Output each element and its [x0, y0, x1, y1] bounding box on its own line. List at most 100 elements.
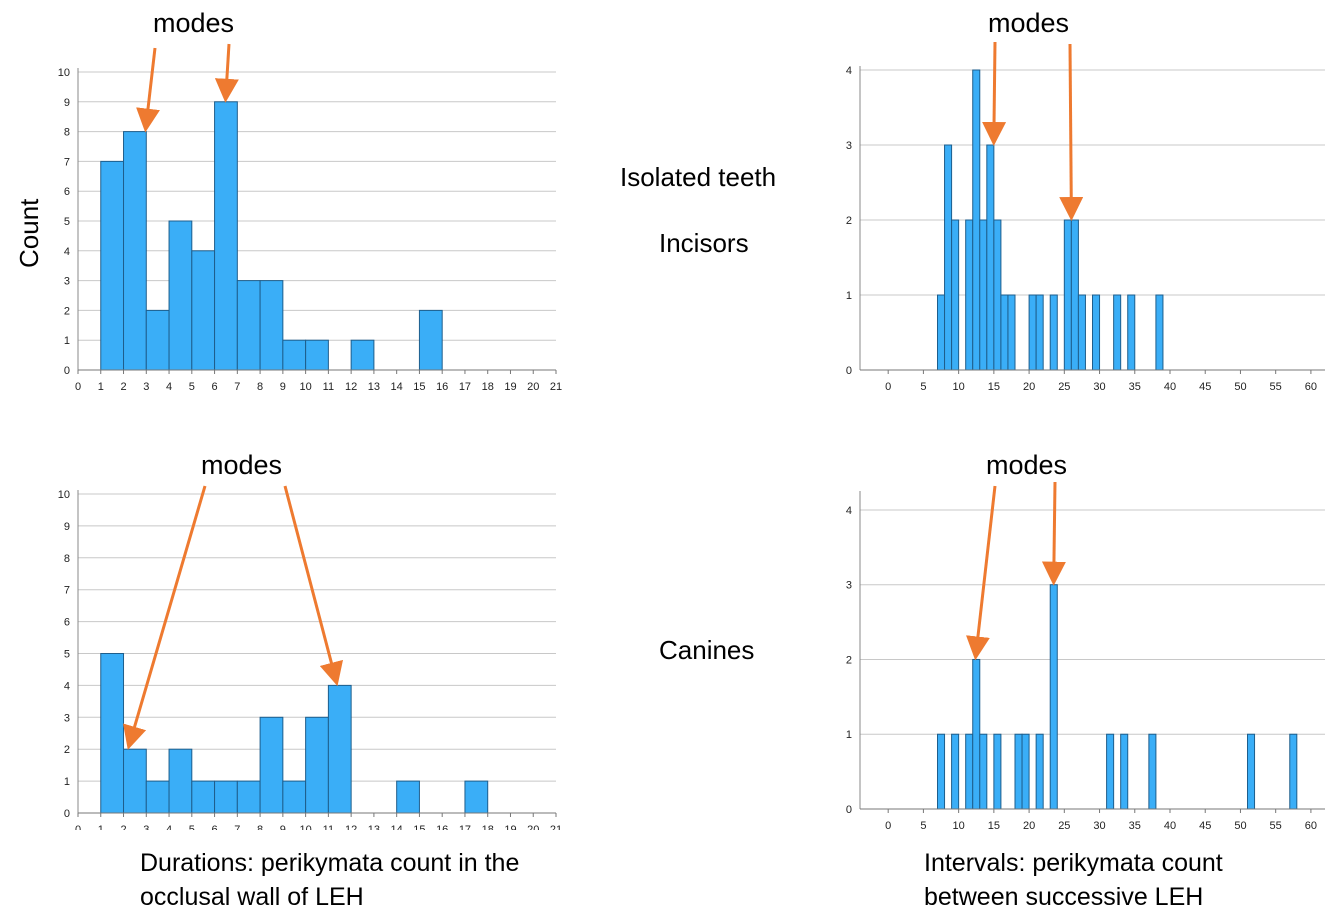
y-tick-label: 1: [64, 776, 70, 788]
x-tick-label: 50: [1234, 381, 1246, 393]
x-tick-label: 35: [1129, 820, 1141, 830]
x-tick-label: 21: [550, 381, 562, 393]
x-tick-label: 15: [988, 820, 1000, 830]
x-tick-label: 19: [504, 381, 516, 393]
x-tick-label: 18: [482, 381, 494, 393]
x-tick-label: 9: [280, 824, 286, 830]
x-tick-label: 0: [75, 381, 81, 393]
x-tick-label: 2: [120, 824, 126, 830]
x-tick-label: 18: [482, 824, 494, 830]
y-tick-label: 3: [64, 712, 70, 724]
y-tick-label: 8: [64, 553, 70, 565]
x-tick-label: 10: [299, 824, 311, 830]
row-label-incisors: Incisors: [659, 228, 749, 258]
x-tick-label: 20: [1023, 820, 1035, 830]
modes-label-incisors-intervals: modes: [988, 8, 1070, 38]
x-tick-label: 4: [166, 824, 172, 830]
x-tick-label: 13: [368, 381, 380, 393]
x-tick-label: 2: [120, 381, 126, 393]
x-tick-label: 10: [953, 381, 965, 393]
y-tick-label: 1: [846, 290, 852, 302]
x-tick-label: 40: [1164, 381, 1176, 393]
x-tick-label: 19: [504, 824, 516, 830]
mode-arrow: [214, 43, 239, 103]
x-caption-durations: Durations: perikymata count in the occlu…: [140, 849, 520, 911]
y-tick-label: 4: [846, 505, 852, 517]
x-tick-label: 15: [988, 381, 1000, 393]
x-tick-label: 10: [299, 381, 311, 393]
x-tick-label: 6: [212, 824, 218, 830]
x-tick-label: 0: [75, 824, 81, 830]
x-tick-label: 12: [345, 824, 357, 830]
x-tick-label: 15: [413, 381, 425, 393]
x-tick-label: 11: [323, 381, 334, 393]
y-tick-label: 9: [64, 521, 70, 533]
x-tick-label: 10: [953, 820, 965, 830]
mode-arrow: [136, 47, 160, 133]
x-tick-label: 25: [1058, 820, 1070, 830]
x-tick-label: 5: [920, 381, 926, 393]
x-tick-label: 15: [413, 824, 425, 830]
modes-label-canines-durations: modes: [201, 450, 283, 480]
row-label-isolated-teeth: Isolated teeth: [620, 162, 777, 192]
x-tick-label: 60: [1305, 820, 1317, 830]
y-tick-label: 5: [64, 649, 70, 661]
y-tick-label: 8: [64, 127, 70, 139]
x-tick-label: 14: [391, 824, 403, 830]
x-tick-label: 17: [459, 824, 471, 830]
x-tick-label: 0: [885, 381, 891, 393]
y-tick-label: 3: [846, 140, 852, 152]
x-tick-label: 12: [345, 381, 357, 393]
y-tick-label: 3: [64, 276, 70, 288]
mode-arrow: [283, 485, 344, 687]
y-tick-label: 4: [64, 246, 70, 258]
y-tick-label: 2: [846, 654, 852, 666]
row-label-canines: Canines: [659, 635, 755, 665]
x-tick-label: 60: [1305, 381, 1317, 393]
y-tick-label: 4: [64, 680, 70, 692]
x-caption-intervals: Intervals: perikymata count between succ…: [924, 849, 1223, 911]
x-tick-label: 14: [391, 381, 403, 393]
y-tick-label: 5: [64, 216, 70, 228]
x-tick-label: 20: [527, 381, 539, 393]
x-tick-label: 4: [166, 381, 172, 393]
x-tick-label: 40: [1164, 820, 1176, 830]
x-tick-label: 55: [1270, 381, 1282, 393]
y-tick-label: 10: [58, 67, 70, 79]
x-tick-label: 8: [257, 381, 263, 393]
y-tick-label: 7: [64, 585, 70, 597]
y-tick-label: 0: [64, 808, 70, 820]
x-tick-label: 30: [1093, 820, 1105, 830]
x-tick-label: 21: [550, 824, 562, 830]
x-tick-label: 9: [280, 381, 286, 393]
x-tick-label: 50: [1234, 820, 1246, 830]
x-tick-label: 55: [1270, 820, 1282, 830]
x-tick-label: 7: [234, 824, 240, 830]
x-tick-label: 16: [436, 381, 448, 393]
y-tick-label: 4: [846, 65, 852, 77]
y-tick-label: 0: [846, 365, 852, 377]
x-tick-label: 16: [436, 824, 448, 830]
x-tick-label: 5: [920, 820, 926, 830]
mode-arrow: [982, 41, 1007, 146]
mode-arrow: [123, 485, 207, 750]
x-tick-label: 25: [1058, 381, 1070, 393]
x-tick-label: 5: [189, 381, 195, 393]
y-tick-label: 6: [64, 617, 70, 629]
modes-label-canines-intervals: modes: [986, 450, 1068, 480]
modes-label-incisors-durations: modes: [153, 8, 235, 38]
x-tick-label: 0: [885, 820, 891, 830]
x-tick-label: 20: [527, 824, 539, 830]
y-tick-label: 9: [64, 97, 70, 109]
x-tick-label: 35: [1129, 381, 1141, 393]
x-tick-label: 3: [143, 824, 149, 830]
y-tick-label: 1: [846, 729, 852, 741]
x-tick-label: 45: [1199, 820, 1211, 830]
x-tick-label: 1: [98, 381, 104, 393]
x-tick-label: 7: [234, 381, 240, 393]
x-tick-label: 45: [1199, 381, 1211, 393]
